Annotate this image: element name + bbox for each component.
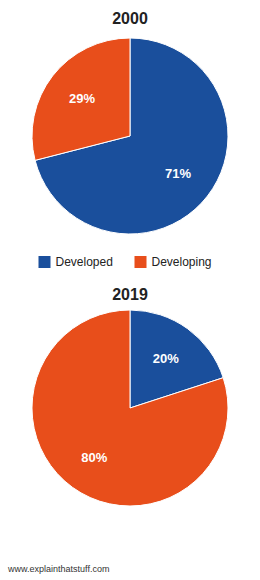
legend-entry: Developed (56, 255, 113, 269)
legend-swatch (39, 256, 51, 268)
data-label: 80% (81, 450, 107, 465)
legend-swatch (135, 256, 147, 268)
chart-canvas: 2000 71% 29% Developed Developing 2019 20% 80% w… (0, 0, 260, 580)
pie-slices (32, 38, 228, 234)
pie-slices (32, 310, 228, 506)
pie-slice (32, 38, 130, 160)
legend: Developed Developing (39, 255, 212, 269)
data-labels: 71% 29% (69, 91, 191, 180)
pie-chart: 2019 20% 80% www.explainthatstuff.com (7, 286, 228, 574)
chart-title: 2000 (112, 10, 148, 27)
annotation: www.explainthatstuff.com (7, 564, 109, 574)
pie-slice (32, 310, 228, 506)
data-label: 71% (165, 166, 191, 181)
legend-entry: Developing (152, 255, 212, 269)
chart-title: 2019 (112, 286, 148, 303)
data-labels: 20% 80% (81, 351, 179, 464)
pie-chart: 2000 71% 29% Developed Developing (32, 10, 228, 269)
data-label: 20% (153, 351, 179, 366)
data-label: 29% (69, 91, 95, 106)
